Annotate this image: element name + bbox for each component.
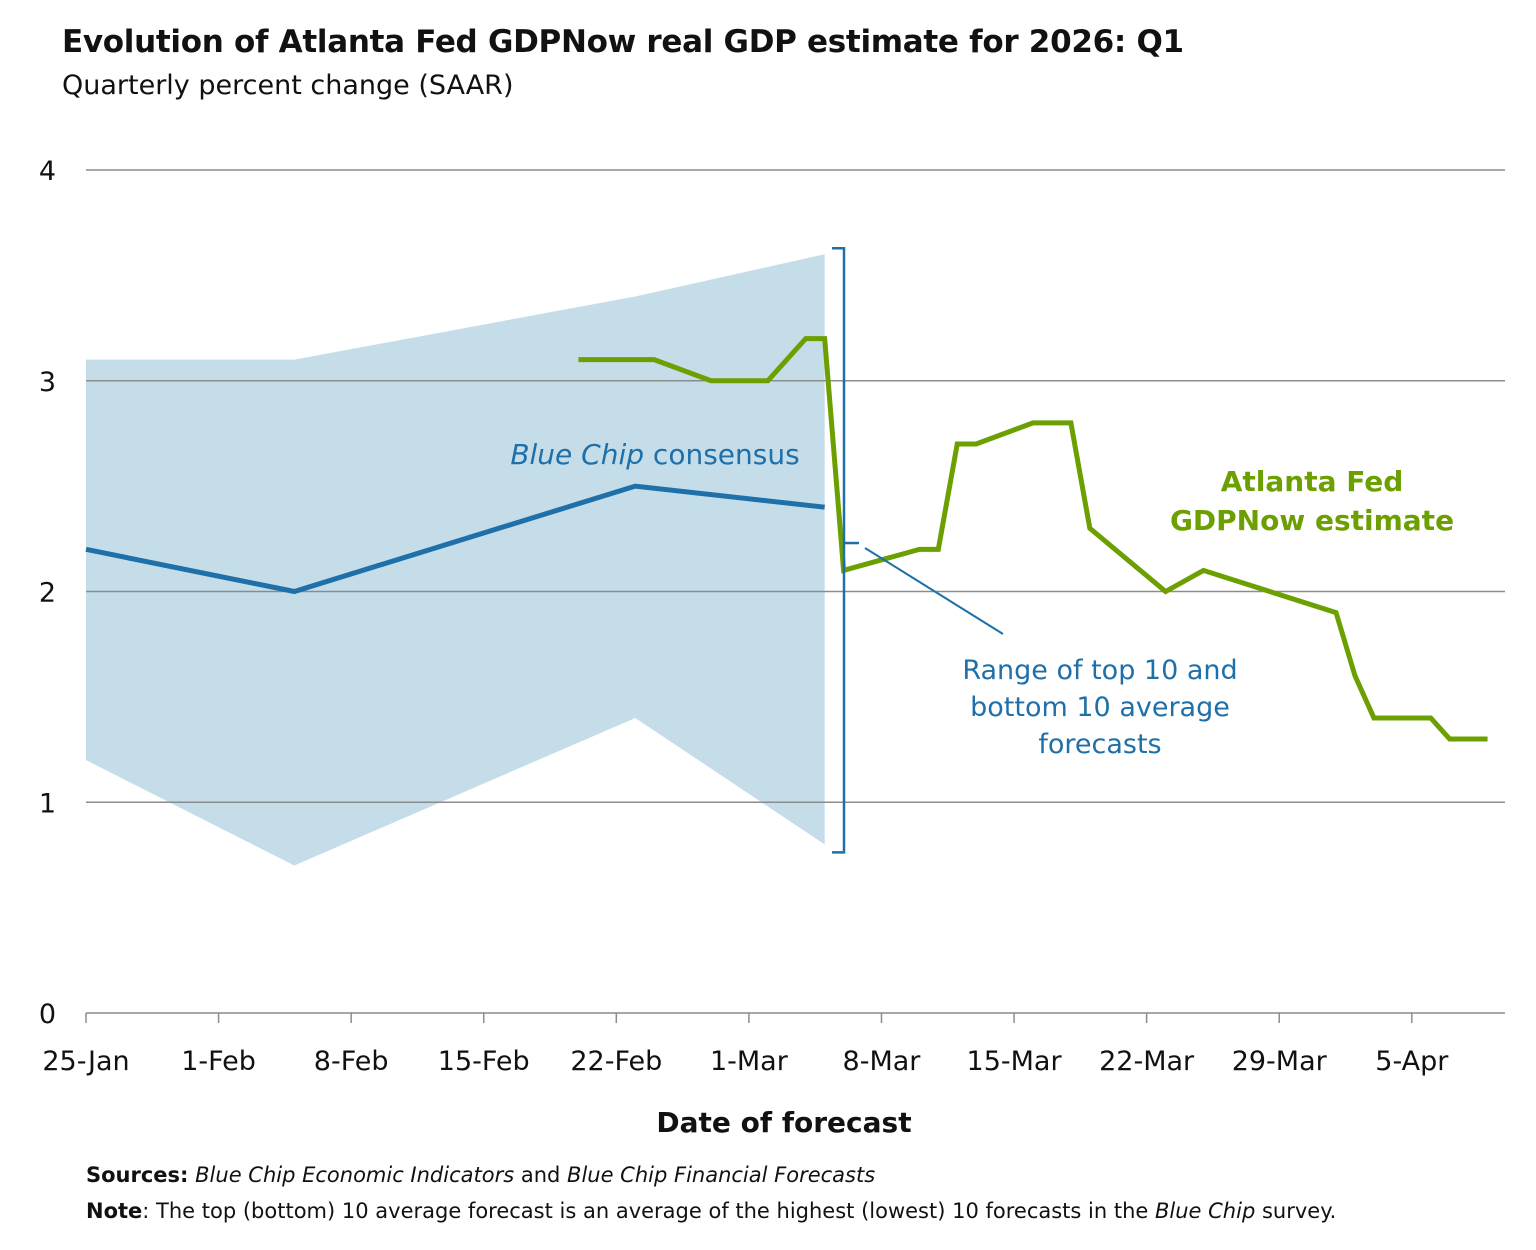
footnote: Note: The top (bottom) 10 average foreca… [86, 1199, 1336, 1223]
chart-subtitle: Quarterly percent change (SAAR) [62, 70, 514, 101]
note-end: survey. [1255, 1199, 1337, 1223]
x-tick-label: 29-Mar [1232, 1046, 1328, 1077]
y-tick-label: 3 [39, 367, 56, 398]
range-bracket [832, 247, 846, 854]
range-annotation-pointer [864, 547, 1004, 635]
x-tick-label: 25-Jan [42, 1046, 129, 1077]
x-tick-label: 15-Feb [438, 1046, 530, 1077]
x-axis-title: Date of forecast [656, 1106, 911, 1139]
sources-and: and [514, 1163, 568, 1187]
gdpnow-estimate-line [578, 336, 1488, 742]
y-tick-label: 4 [39, 156, 56, 187]
x-tick-label: 8-Feb [314, 1046, 389, 1077]
note-italic: Blue Chip [1154, 1199, 1256, 1223]
range-label-line: bottom 10 average [970, 692, 1230, 723]
forecast-range-band [86, 254, 825, 866]
x-tick-label: 8-Mar [843, 1046, 922, 1077]
x-tick-label: 22-Mar [1099, 1046, 1195, 1077]
x-tick-label: 15-Mar [967, 1046, 1063, 1077]
sources-label: Sources: [86, 1163, 189, 1187]
sources-note: Sources: Blue Chip Economic Indicators a… [86, 1163, 875, 1187]
blue-chip-consensus-line [85, 483, 825, 595]
x-tick-label: 22-Feb [570, 1046, 662, 1077]
chart-title: Evolution of Atlanta Fed GDPNow real GDP… [62, 24, 1184, 60]
range-label-line: forecasts [1038, 729, 1161, 760]
y-tick-label: 1 [39, 788, 56, 819]
note-label: Note [86, 1199, 143, 1223]
gdpnow-label-line2: GDPNow estimate [1170, 504, 1454, 537]
y-tick-label: 0 [39, 999, 56, 1030]
sources-title-1: Blue Chip Economic Indicators [195, 1163, 515, 1187]
blue-chip-consensus-label: Blue Chip consensus [510, 438, 799, 471]
y-tick-label: 2 [39, 578, 56, 609]
sources-title-2: Blue Chip Financial Forecasts [567, 1163, 876, 1187]
note-text: : The top (bottom) 10 average forecast i… [142, 1199, 1155, 1223]
consensus-label-rest: consensus [644, 438, 800, 471]
range-label-line: Range of top 10 and [962, 655, 1237, 686]
gdpnow-label-line1: Atlanta Fed [1221, 465, 1404, 498]
consensus-label-italic: Blue Chip [510, 438, 644, 471]
x-tick-label: 5-Apr [1375, 1046, 1449, 1077]
x-tick-label: 1-Mar [710, 1046, 789, 1077]
x-tick-label: 1-Feb [181, 1046, 256, 1077]
